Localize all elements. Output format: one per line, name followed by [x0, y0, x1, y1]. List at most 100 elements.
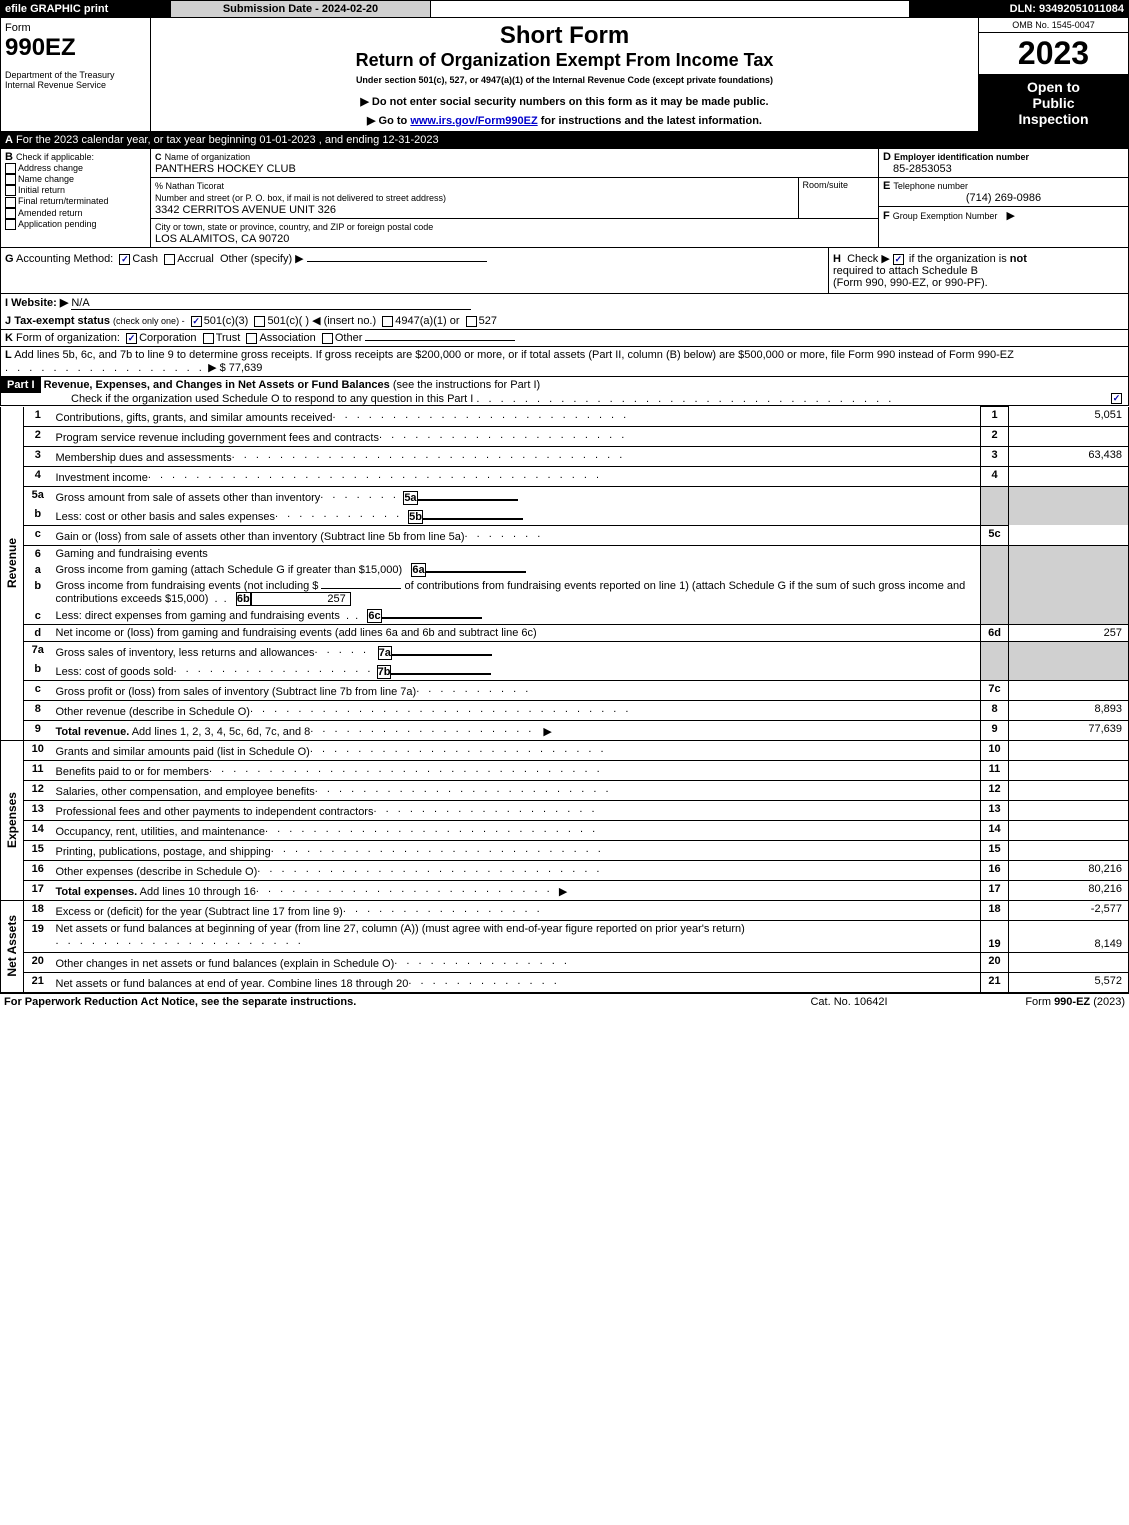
checkbox-name-change[interactable]: [5, 174, 16, 185]
label-j: J: [5, 315, 11, 327]
line-13-ref: 13: [981, 800, 1009, 820]
line-4-amt: [1009, 466, 1129, 486]
line-17-text2: Add lines 10 through 16: [140, 886, 256, 898]
checkbox-other-org[interactable]: [322, 333, 333, 344]
checkbox-cash[interactable]: [119, 254, 130, 265]
line-18-text: Excess or (deficit) for the year (Subtra…: [56, 906, 343, 918]
line-5c-amt: [1009, 525, 1129, 545]
irs-link[interactable]: www.irs.gov/Form990EZ: [410, 115, 537, 127]
checkbox-501c3[interactable]: [191, 316, 202, 327]
line-8-num: 8: [24, 700, 52, 720]
line-1-text: Contributions, gifts, grants, and simila…: [56, 412, 333, 424]
line-7b-text: Less: cost of goods sold: [56, 666, 174, 678]
line-11-ref: 11: [981, 760, 1009, 780]
line-2-text: Program service revenue including govern…: [56, 432, 379, 444]
g-text: Accounting Method:: [16, 253, 113, 265]
top-bar: efile GRAPHIC print Submission Date - 20…: [0, 0, 1129, 18]
checkbox-accrual[interactable]: [164, 254, 175, 265]
line-5a-num: 5a: [24, 486, 52, 506]
street-label: Number and street (or P. O. box, if mail…: [155, 193, 446, 203]
line-20-amt: [1009, 952, 1129, 972]
checkbox-final-return[interactable]: [5, 197, 16, 208]
line-17-amt: 80,216: [1009, 880, 1129, 900]
line-10-ref: 10: [981, 740, 1009, 760]
label-i: I: [5, 297, 8, 309]
part-1-title-sub: (see the instructions for Part I): [393, 379, 540, 391]
label-d: D: [883, 151, 891, 163]
checkbox-trust[interactable]: [203, 333, 214, 344]
d-text: Employer identification number: [894, 152, 1029, 162]
line-14-amt: [1009, 820, 1129, 840]
line-6c-amt: [382, 617, 482, 619]
line-6a-num: a: [24, 562, 52, 578]
checkbox-527[interactable]: [466, 316, 477, 327]
line-13-amt: [1009, 800, 1129, 820]
line-4-text: Investment income: [56, 472, 148, 484]
section-i: I Website: ▶ N/A: [0, 294, 1129, 312]
opt-corporation: Corporation: [139, 332, 196, 344]
section-l: L Add lines 5b, 6c, and 7b to line 9 to …: [0, 347, 1129, 377]
efile-link[interactable]: efile GRAPHIC print: [1, 1, 171, 18]
opt-527: 527: [479, 315, 497, 327]
line-15-ref: 15: [981, 840, 1009, 860]
line-17-num: 17: [24, 880, 52, 900]
checkbox-501c[interactable]: [254, 316, 265, 327]
line-13-text: Professional fees and other payments to …: [56, 806, 374, 818]
checkbox-initial-return[interactable]: [5, 185, 16, 196]
line-21-amt: 5,572: [1009, 972, 1129, 992]
checkbox-h[interactable]: [893, 254, 904, 265]
line-5b-num: b: [24, 506, 52, 526]
c-name-label: Name of organization: [165, 152, 251, 162]
section-k: K Form of organization: Corporation Trus…: [0, 330, 1129, 347]
line-15-text: Printing, publications, postage, and shi…: [56, 846, 271, 858]
submission-date: Submission Date - 2024-02-20: [171, 1, 431, 18]
h-line3: (Form 990, 990-EZ, or 990-PF).: [833, 277, 988, 289]
line-7c-ref: 7c: [981, 680, 1009, 700]
line-2-num: 2: [24, 426, 52, 446]
checkbox-address-change[interactable]: [5, 163, 16, 174]
line-21-text: Net assets or fund balances at end of ye…: [56, 978, 409, 990]
section-a: A For the 2023 calendar year, or tax yea…: [0, 132, 1129, 148]
subtitle: Under section 501(c), 527, or 4947(a)(1)…: [155, 75, 974, 85]
line-8-text: Other revenue (describe in Schedule O): [56, 706, 250, 718]
website-value: N/A: [71, 297, 89, 309]
line-6-text: Gaming and fundraising events: [56, 548, 208, 560]
sections-b-f: B Check if applicable: Address change Na…: [0, 148, 1129, 248]
room-suite-label: Room/suite: [798, 178, 878, 219]
h-pre: Check ▶: [847, 253, 893, 265]
checkbox-corporation[interactable]: [126, 333, 137, 344]
line-14-text: Occupancy, rent, utilities, and maintena…: [56, 826, 266, 838]
line-6a-text: Gross income from gaming (attach Schedul…: [56, 564, 403, 576]
opt-other-org: Other: [335, 332, 363, 344]
opt-name-change: Name change: [18, 174, 74, 184]
city-state-zip: LOS ALAMITOS, CA 90720: [155, 233, 289, 245]
j-sub: (check only one) -: [113, 316, 185, 326]
omb-number: OMB No. 1545-0047: [979, 18, 1128, 33]
checkbox-4947[interactable]: [382, 316, 393, 327]
checkbox-application-pending[interactable]: [5, 219, 16, 230]
line-21-ref: 21: [981, 972, 1009, 992]
line-11-amt: [1009, 760, 1129, 780]
line-18-amt: -2,577: [1009, 900, 1129, 920]
line-7a-ref: 7a: [378, 646, 392, 660]
h-post: if the organization is: [909, 253, 1010, 265]
line-5c-text: Gain or (loss) from sale of assets other…: [56, 531, 465, 543]
line-15-num: 15: [24, 840, 52, 860]
opt-trust: Trust: [216, 332, 241, 344]
opt-initial-return: Initial return: [18, 185, 65, 195]
short-form-title: Short Form: [155, 22, 974, 50]
checkbox-association[interactable]: [246, 333, 257, 344]
irs-label: Internal Revenue Service: [5, 80, 146, 90]
line-19-num: 19: [24, 920, 52, 952]
checkbox-amended-return[interactable]: [5, 208, 16, 219]
care-of: % Nathan Ticorat: [155, 181, 224, 191]
warning-ssn: ▶ Do not enter social security numbers o…: [155, 95, 974, 108]
line-6b-amt: 257: [251, 592, 351, 606]
checkbox-schedule-o[interactable]: [1111, 393, 1122, 404]
section-expenses-label: Expenses: [5, 792, 19, 848]
line-7b-amt: [391, 673, 491, 675]
line-9-text2: Add lines 1, 2, 3, 4, 5c, 6d, 7c, and 8: [132, 726, 311, 738]
line-7a-amt: [392, 654, 492, 656]
line-7b-num: b: [24, 661, 52, 681]
part-1-check-text: Check if the organization used Schedule …: [71, 393, 473, 405]
